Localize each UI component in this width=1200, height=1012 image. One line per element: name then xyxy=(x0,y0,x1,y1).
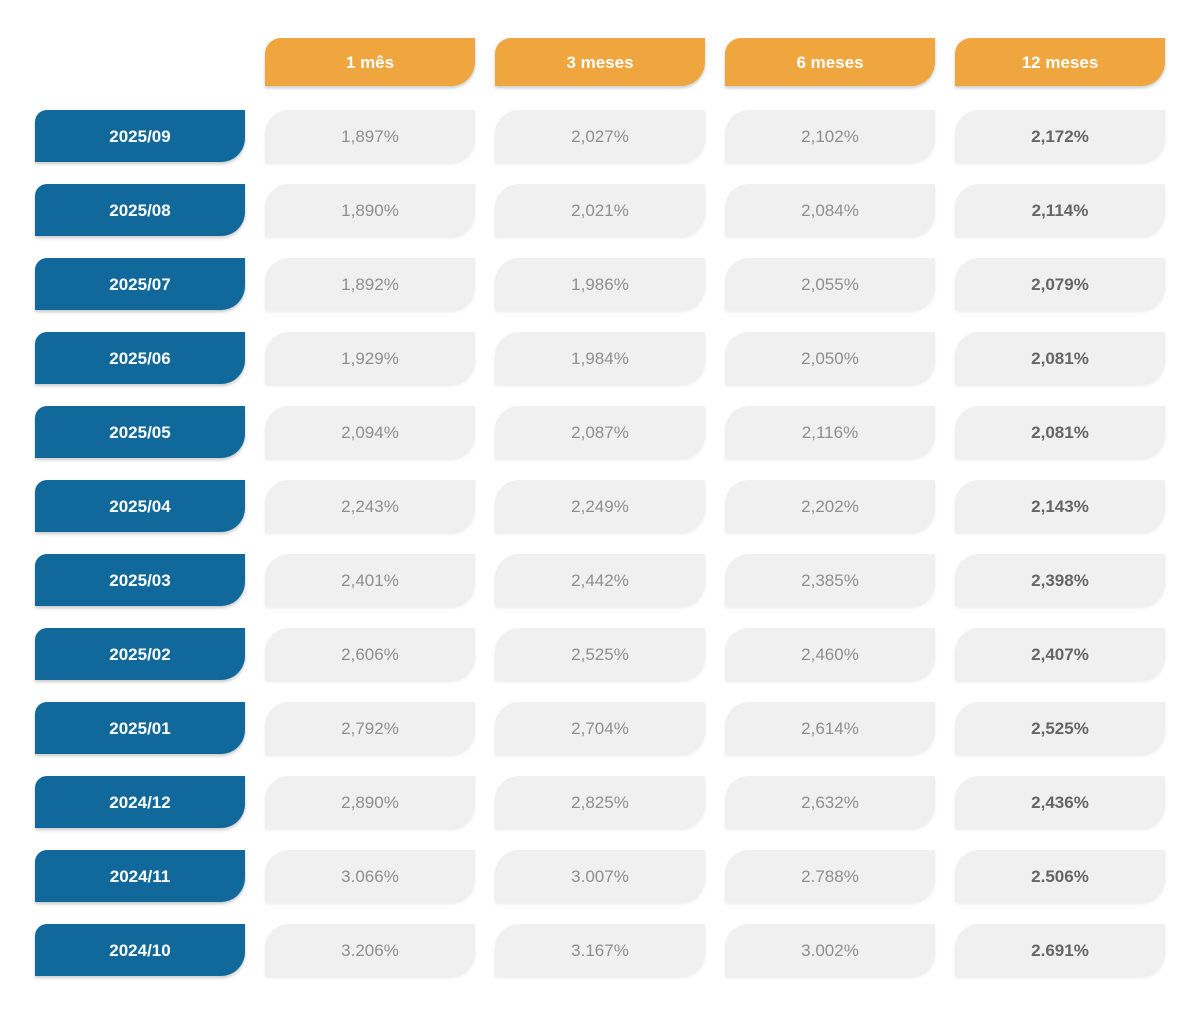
column-header: 12 meses xyxy=(955,38,1165,86)
rate-cell: 2,027% xyxy=(495,110,705,162)
rate-cell: 2,094% xyxy=(265,406,475,458)
row-label-month: 2025/05 xyxy=(35,406,245,458)
rate-cell: 2,606% xyxy=(265,628,475,680)
column-header: 6 meses xyxy=(725,38,935,86)
row-label-month: 2025/03 xyxy=(35,554,245,606)
row-label-month: 2024/12 xyxy=(35,776,245,828)
row-label-month: 2025/09 xyxy=(35,110,245,162)
rate-cell: 2,202% xyxy=(725,480,935,532)
rate-cell: 2,114% xyxy=(955,184,1165,236)
table-row: 2025/01 2,792% 2,704% 2,614% 2,525% xyxy=(35,702,1165,754)
row-label-month: 2025/06 xyxy=(35,332,245,384)
rate-cell: 2,704% xyxy=(495,702,705,754)
rate-cell: 2,172% xyxy=(955,110,1165,162)
rate-cell: 2,243% xyxy=(265,480,475,532)
rate-cell: 1,897% xyxy=(265,110,475,162)
rate-cell: 2,632% xyxy=(725,776,935,828)
row-label-month: 2025/02 xyxy=(35,628,245,680)
table-row: 2025/04 2,243% 2,249% 2,202% 2,143% xyxy=(35,480,1165,532)
header-spacer xyxy=(35,38,245,86)
rate-cell: 2,050% xyxy=(725,332,935,384)
rate-cell: 2,525% xyxy=(955,702,1165,754)
rate-cell: 2,385% xyxy=(725,554,935,606)
rate-cell: 2,460% xyxy=(725,628,935,680)
table-row: 2025/09 1,897% 2,027% 2,102% 2,172% xyxy=(35,110,1165,162)
table-body: 2025/09 1,897% 2,027% 2,102% 2,172% 2025… xyxy=(35,110,1165,976)
rate-cell: 2,021% xyxy=(495,184,705,236)
rate-cell: 2,792% xyxy=(265,702,475,754)
rate-cell: 2,398% xyxy=(955,554,1165,606)
rate-cell: 3.066% xyxy=(265,850,475,902)
rate-cell: 2,081% xyxy=(955,332,1165,384)
table-row: 2024/12 2,890% 2,825% 2,632% 2,436% xyxy=(35,776,1165,828)
rate-cell: 1,984% xyxy=(495,332,705,384)
rate-cell: 2.788% xyxy=(725,850,935,902)
row-label-month: 2025/07 xyxy=(35,258,245,310)
table-row: 2024/11 3.066% 3.007% 2.788% 2.506% xyxy=(35,850,1165,902)
row-label-month: 2025/04 xyxy=(35,480,245,532)
rate-cell: 2,436% xyxy=(955,776,1165,828)
rate-cell: 1,890% xyxy=(265,184,475,236)
table-row: 2025/02 2,606% 2,525% 2,460% 2,407% xyxy=(35,628,1165,680)
rate-cell: 2,407% xyxy=(955,628,1165,680)
table-row: 2025/06 1,929% 1,984% 2,050% 2,081% xyxy=(35,332,1165,384)
row-label-month: 2025/08 xyxy=(35,184,245,236)
rate-cell: 2.691% xyxy=(955,924,1165,976)
rate-cell: 3.206% xyxy=(265,924,475,976)
rate-cell: 2,081% xyxy=(955,406,1165,458)
rate-cell: 2,401% xyxy=(265,554,475,606)
table-row: 2025/03 2,401% 2,442% 2,385% 2,398% xyxy=(35,554,1165,606)
rate-cell: 3.167% xyxy=(495,924,705,976)
table-row: 2025/05 2,094% 2,087% 2,116% 2,081% xyxy=(35,406,1165,458)
rate-cell: 2,055% xyxy=(725,258,935,310)
column-header: 3 meses xyxy=(495,38,705,86)
rate-cell: 2,102% xyxy=(725,110,935,162)
rate-cell: 3.007% xyxy=(495,850,705,902)
rate-cell: 2,116% xyxy=(725,406,935,458)
row-label-month: 2024/10 xyxy=(35,924,245,976)
rate-cell: 2,525% xyxy=(495,628,705,680)
rate-cell: 1,892% xyxy=(265,258,475,310)
row-label-month: 2024/11 xyxy=(35,850,245,902)
rate-cell: 2,143% xyxy=(955,480,1165,532)
rate-cell: 2,249% xyxy=(495,480,705,532)
column-header: 1 mês xyxy=(265,38,475,86)
rate-cell: 1,986% xyxy=(495,258,705,310)
table-row: 2024/10 3.206% 3.167% 3.002% 2.691% xyxy=(35,924,1165,976)
row-label-month: 2025/01 xyxy=(35,702,245,754)
rate-cell: 2,442% xyxy=(495,554,705,606)
rate-cell: 1,929% xyxy=(265,332,475,384)
rate-cell: 2,890% xyxy=(265,776,475,828)
header-row: 1 mês 3 meses 6 meses 12 meses xyxy=(35,38,1165,86)
rate-cell: 2,087% xyxy=(495,406,705,458)
rate-cell: 2,084% xyxy=(725,184,935,236)
rate-cell: 2.506% xyxy=(955,850,1165,902)
rate-cell: 2,079% xyxy=(955,258,1165,310)
table-row: 2025/08 1,890% 2,021% 2,084% 2,114% xyxy=(35,184,1165,236)
rate-cell: 2,614% xyxy=(725,702,935,754)
table-row: 2025/07 1,892% 1,986% 2,055% 2,079% xyxy=(35,258,1165,310)
rate-cell: 2,825% xyxy=(495,776,705,828)
rate-cell: 3.002% xyxy=(725,924,935,976)
